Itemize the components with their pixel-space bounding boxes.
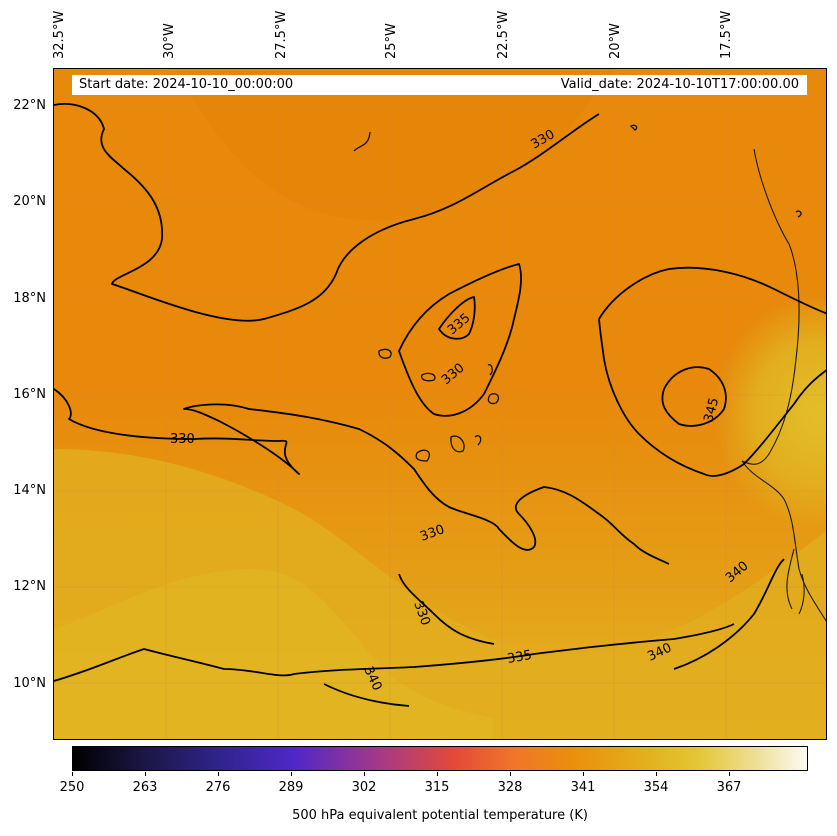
colorbar-tick-label: 367 bbox=[716, 780, 742, 795]
colorbar-tick bbox=[145, 772, 146, 776]
colorbar-tick-label: 328 bbox=[497, 780, 523, 795]
colorbar bbox=[72, 746, 808, 771]
field-southwest-warm bbox=[54, 569, 494, 739]
contour-lines bbox=[54, 103, 826, 707]
colorbar-tick-label: 354 bbox=[643, 780, 669, 795]
contour-335-center-ring bbox=[398, 263, 522, 417]
latitude-label-18n: 18°N bbox=[13, 291, 46, 306]
contour-335-long bbox=[54, 623, 735, 682]
contour-335-center-inner bbox=[438, 296, 476, 340]
contour-label-345: 345 bbox=[701, 396, 722, 424]
longitude-label-30w: 30°W bbox=[162, 23, 177, 59]
longitude-label-27-5w: 27.5°W bbox=[274, 10, 289, 59]
latitude-label-16n: 16°N bbox=[13, 387, 46, 402]
colorbar-tick bbox=[364, 772, 365, 776]
colorbar-tick-label: 302 bbox=[351, 780, 377, 795]
colorbar-tick-label: 276 bbox=[205, 780, 231, 795]
longitude-label-25w: 25°W bbox=[384, 23, 399, 59]
colorbar-tick-label: 315 bbox=[424, 780, 450, 795]
longitude-label-17-5w: 17.5°W bbox=[719, 10, 734, 59]
colorbar-tick bbox=[291, 772, 292, 776]
contour-340-southeast bbox=[673, 558, 785, 670]
colorbar-tick-label: 289 bbox=[278, 780, 304, 795]
longitude-label-22-5w: 22.5°W bbox=[496, 10, 511, 59]
theta-e-map: 330 335 330 330 345 330 330 335 340 340 … bbox=[54, 69, 826, 739]
islands bbox=[353, 124, 802, 462]
latitude-label-10n: 10°N bbox=[13, 676, 46, 691]
colorbar-tick bbox=[729, 772, 730, 776]
colorbar-tick-label: 263 bbox=[132, 780, 158, 795]
start-date-label: Start date: 2024-10-10_00:00:00 bbox=[79, 77, 294, 92]
field-east-warm-core bbox=[564, 244, 826, 584]
colorbar-tick-label: 250 bbox=[59, 780, 85, 795]
colorbar-tick bbox=[583, 772, 584, 776]
colorbar-tick bbox=[218, 772, 219, 776]
latitude-label-22n: 22°N bbox=[13, 98, 46, 113]
colorbar-tick-label: 341 bbox=[570, 780, 596, 795]
valid-date-label: Valid_date: 2024-10-10T17:00:00.00 bbox=[560, 77, 799, 92]
colorbar-tick bbox=[510, 772, 511, 776]
colorbar-tick bbox=[437, 772, 438, 776]
contour-345-core bbox=[661, 366, 727, 427]
longitude-label-20w: 20°W bbox=[608, 23, 623, 59]
colorbar-tick bbox=[72, 772, 73, 776]
map-panel: 330 335 330 330 345 330 330 335 340 340 … bbox=[53, 68, 827, 740]
contour-330-north bbox=[54, 103, 600, 322]
contour-340-southwest bbox=[323, 683, 410, 707]
contour-340-east-ring bbox=[598, 266, 826, 477]
latitude-label-20n: 20°N bbox=[13, 194, 46, 209]
colorbar-tick bbox=[656, 772, 657, 776]
contour-label-335-south: 335 bbox=[506, 648, 533, 667]
longitude-label-32-5w: 32.5°W bbox=[52, 10, 67, 59]
graticule bbox=[54, 69, 826, 739]
latitude-label-12n: 12°N bbox=[13, 579, 46, 594]
latitude-label-14n: 14°N bbox=[13, 483, 46, 498]
contour-330-mid bbox=[54, 388, 670, 565]
contour-330-south bbox=[398, 573, 495, 645]
colorbar-title: 500 hPa equivalent potential temperature… bbox=[292, 808, 588, 823]
coastline bbox=[741, 148, 826, 622]
info-bar: Start date: 2024-10-10_00:00:00 Valid_da… bbox=[72, 75, 807, 95]
contour-label-330-west: 330 bbox=[170, 432, 195, 447]
